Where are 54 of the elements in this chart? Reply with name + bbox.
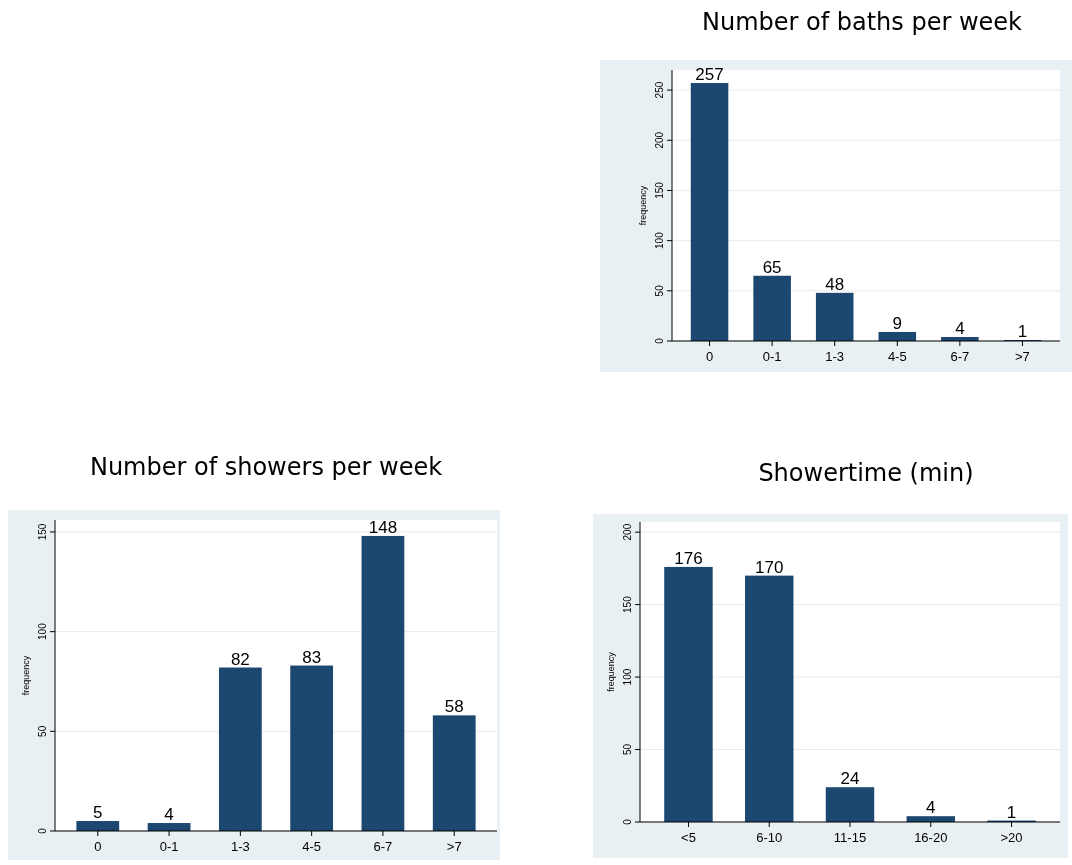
y-tick-label: 200 (654, 131, 665, 149)
x-tick-label: 6-7 (950, 349, 970, 364)
x-tick-label: >7 (446, 839, 462, 854)
data-label: 58 (444, 697, 464, 717)
chart-title: Number of showers per week (89, 453, 443, 481)
y-tick-label: 50 (37, 725, 48, 737)
y-tick-label: 0 (654, 337, 665, 344)
data-label: 4 (164, 805, 174, 825)
chart-title: Number of baths per week (701, 8, 1023, 36)
x-tick-label: 6-10 (756, 830, 783, 845)
x-tick-label: 4-5 (302, 839, 322, 854)
x-tick-label: 11-15 (833, 830, 867, 845)
x-tick-label: >7 (1015, 349, 1030, 364)
data-label: 148 (368, 517, 398, 537)
y-tick-label: 0 (622, 818, 633, 825)
x-tick-label: >20 (1000, 830, 1023, 845)
y-tick-label: 50 (622, 743, 633, 756)
x-tick-label: 1-3 (825, 349, 845, 364)
data-label: 65 (762, 257, 782, 277)
x-tick-label: <5 (681, 830, 696, 845)
y-tick-label: 150 (654, 181, 665, 199)
y-tick-label: 100 (37, 622, 48, 640)
x-tick-label: 6-7 (373, 839, 393, 854)
x-tick-label: 0-1 (762, 349, 782, 364)
x-tick-label: 0 (94, 839, 102, 854)
y-axis-title: frequency (21, 655, 31, 696)
y-tick-label: 250 (654, 81, 665, 99)
y-tick-label: 50 (654, 284, 665, 297)
y-tick-label: 200 (622, 523, 633, 541)
data-label: 1 (1006, 802, 1017, 822)
y-tick-label: 150 (622, 595, 633, 613)
data-label: 257 (695, 65, 724, 85)
x-tick-label: 16-20 (914, 830, 948, 845)
data-label: 9 (892, 313, 903, 333)
y-tick-label: 100 (622, 668, 633, 686)
x-tick-label: 1-3 (230, 839, 250, 854)
data-label: 176 (674, 548, 703, 568)
x-tick-label: 0-1 (159, 839, 179, 854)
y-axis-title: frequency (638, 185, 648, 226)
y-tick-label: 100 (654, 231, 665, 249)
chart-title: Showertime (min) (758, 459, 974, 487)
data-label: 4 (926, 798, 936, 818)
y-tick-label: 150 (37, 523, 48, 541)
data-label: 83 (302, 647, 322, 667)
data-label: 4 (955, 318, 965, 338)
data-label: 1 (1017, 322, 1028, 341)
x-tick-label: 0 (705, 349, 714, 364)
x-tick-label: 4-5 (887, 349, 907, 364)
data-label: 170 (755, 557, 784, 577)
y-axis-title: frequency (606, 651, 616, 692)
data-label: 5 (93, 803, 103, 823)
data-label: 48 (825, 274, 845, 294)
data-label: 24 (840, 769, 860, 789)
data-label: 82 (230, 649, 250, 669)
